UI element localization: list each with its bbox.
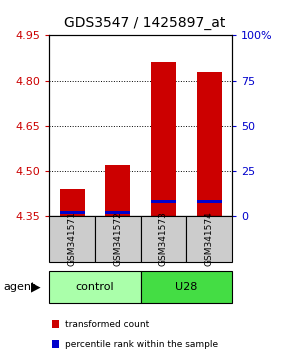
Text: percentile rank within the sample: percentile rank within the sample [65,339,218,349]
Text: GDS3547 / 1425897_at: GDS3547 / 1425897_at [64,16,226,30]
Bar [197,200,222,203]
Text: GSM341572: GSM341572 [113,212,122,266]
Bar [197,72,222,216]
Bar [151,200,176,203]
Text: GSM341574: GSM341574 [205,212,214,266]
Text: GSM341571: GSM341571 [68,211,77,267]
Bar [59,211,85,213]
Bar [105,165,130,216]
Text: transformed count: transformed count [65,320,150,329]
Text: GSM341573: GSM341573 [159,211,168,267]
Text: agent: agent [3,282,35,292]
Bar [59,189,85,216]
Text: control: control [76,282,114,292]
Text: U28: U28 [175,282,197,292]
Bar [151,62,176,216]
Bar [105,211,130,213]
Text: ▶: ▶ [31,280,41,293]
